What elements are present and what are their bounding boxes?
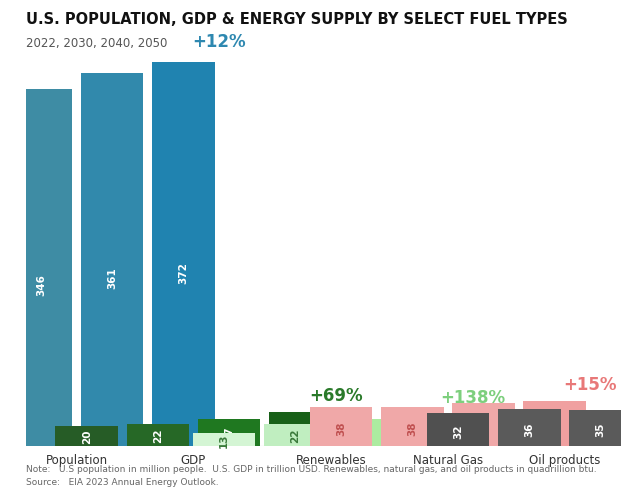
Bar — [127, 424, 189, 446]
Text: Renewables: Renewables — [296, 454, 366, 467]
Bar — [427, 413, 490, 446]
Text: Population: Population — [45, 454, 108, 467]
Text: 31: 31 — [433, 425, 443, 439]
Text: 22: 22 — [290, 429, 300, 443]
Text: 33: 33 — [295, 424, 305, 438]
Text: +15%: +15% — [564, 375, 617, 394]
Bar — [269, 412, 332, 446]
Text: GDP: GDP — [181, 454, 206, 467]
Bar — [498, 409, 561, 446]
Bar — [452, 403, 515, 446]
Bar — [264, 424, 326, 446]
Text: +138%: +138% — [441, 389, 506, 407]
Text: Natural Gas: Natural Gas — [413, 454, 483, 467]
Text: U.S. POPULATION, GDP & ENERGY SUPPLY BY SELECT FUEL TYPES: U.S. POPULATION, GDP & ENERGY SUPPLY BY … — [26, 12, 567, 27]
Bar — [81, 73, 143, 446]
Text: 20: 20 — [82, 430, 92, 444]
Text: Oil products: Oil products — [529, 454, 600, 467]
Bar — [569, 410, 632, 446]
Bar — [335, 419, 398, 446]
Text: Source:   EIA 2023 Annual Energy Outlook.: Source: EIA 2023 Annual Energy Outlook. — [26, 478, 218, 487]
Text: 22: 22 — [153, 429, 163, 443]
Text: 36: 36 — [524, 423, 534, 437]
Text: 2022, 2030, 2040, 2050: 2022, 2030, 2040, 2050 — [26, 37, 167, 50]
Bar — [381, 407, 444, 446]
Text: 27: 27 — [224, 427, 234, 441]
Bar — [524, 401, 586, 446]
Bar — [10, 89, 72, 446]
Text: 42: 42 — [479, 420, 488, 434]
Text: 361: 361 — [107, 268, 117, 289]
Bar — [193, 433, 255, 446]
Text: 38: 38 — [336, 422, 346, 436]
Text: Note:   U.S population in million people.  U.S. GDP in trillion USD. Renewables,: Note: U.S population in million people. … — [26, 465, 596, 474]
Text: +69%: +69% — [309, 387, 363, 405]
Text: 38: 38 — [407, 422, 417, 436]
Text: 346: 346 — [36, 275, 46, 297]
Text: 27: 27 — [362, 427, 371, 441]
Bar — [198, 419, 260, 446]
Bar — [406, 414, 469, 446]
Text: 13: 13 — [219, 433, 229, 447]
Bar — [310, 407, 372, 446]
Bar — [0, 102, 1, 446]
Text: +12%: +12% — [192, 33, 246, 51]
Text: 372: 372 — [179, 262, 188, 284]
Text: 32: 32 — [453, 424, 463, 439]
Bar — [152, 62, 214, 446]
Text: 35: 35 — [595, 423, 605, 437]
Text: 44: 44 — [550, 419, 559, 434]
Bar — [55, 426, 118, 446]
